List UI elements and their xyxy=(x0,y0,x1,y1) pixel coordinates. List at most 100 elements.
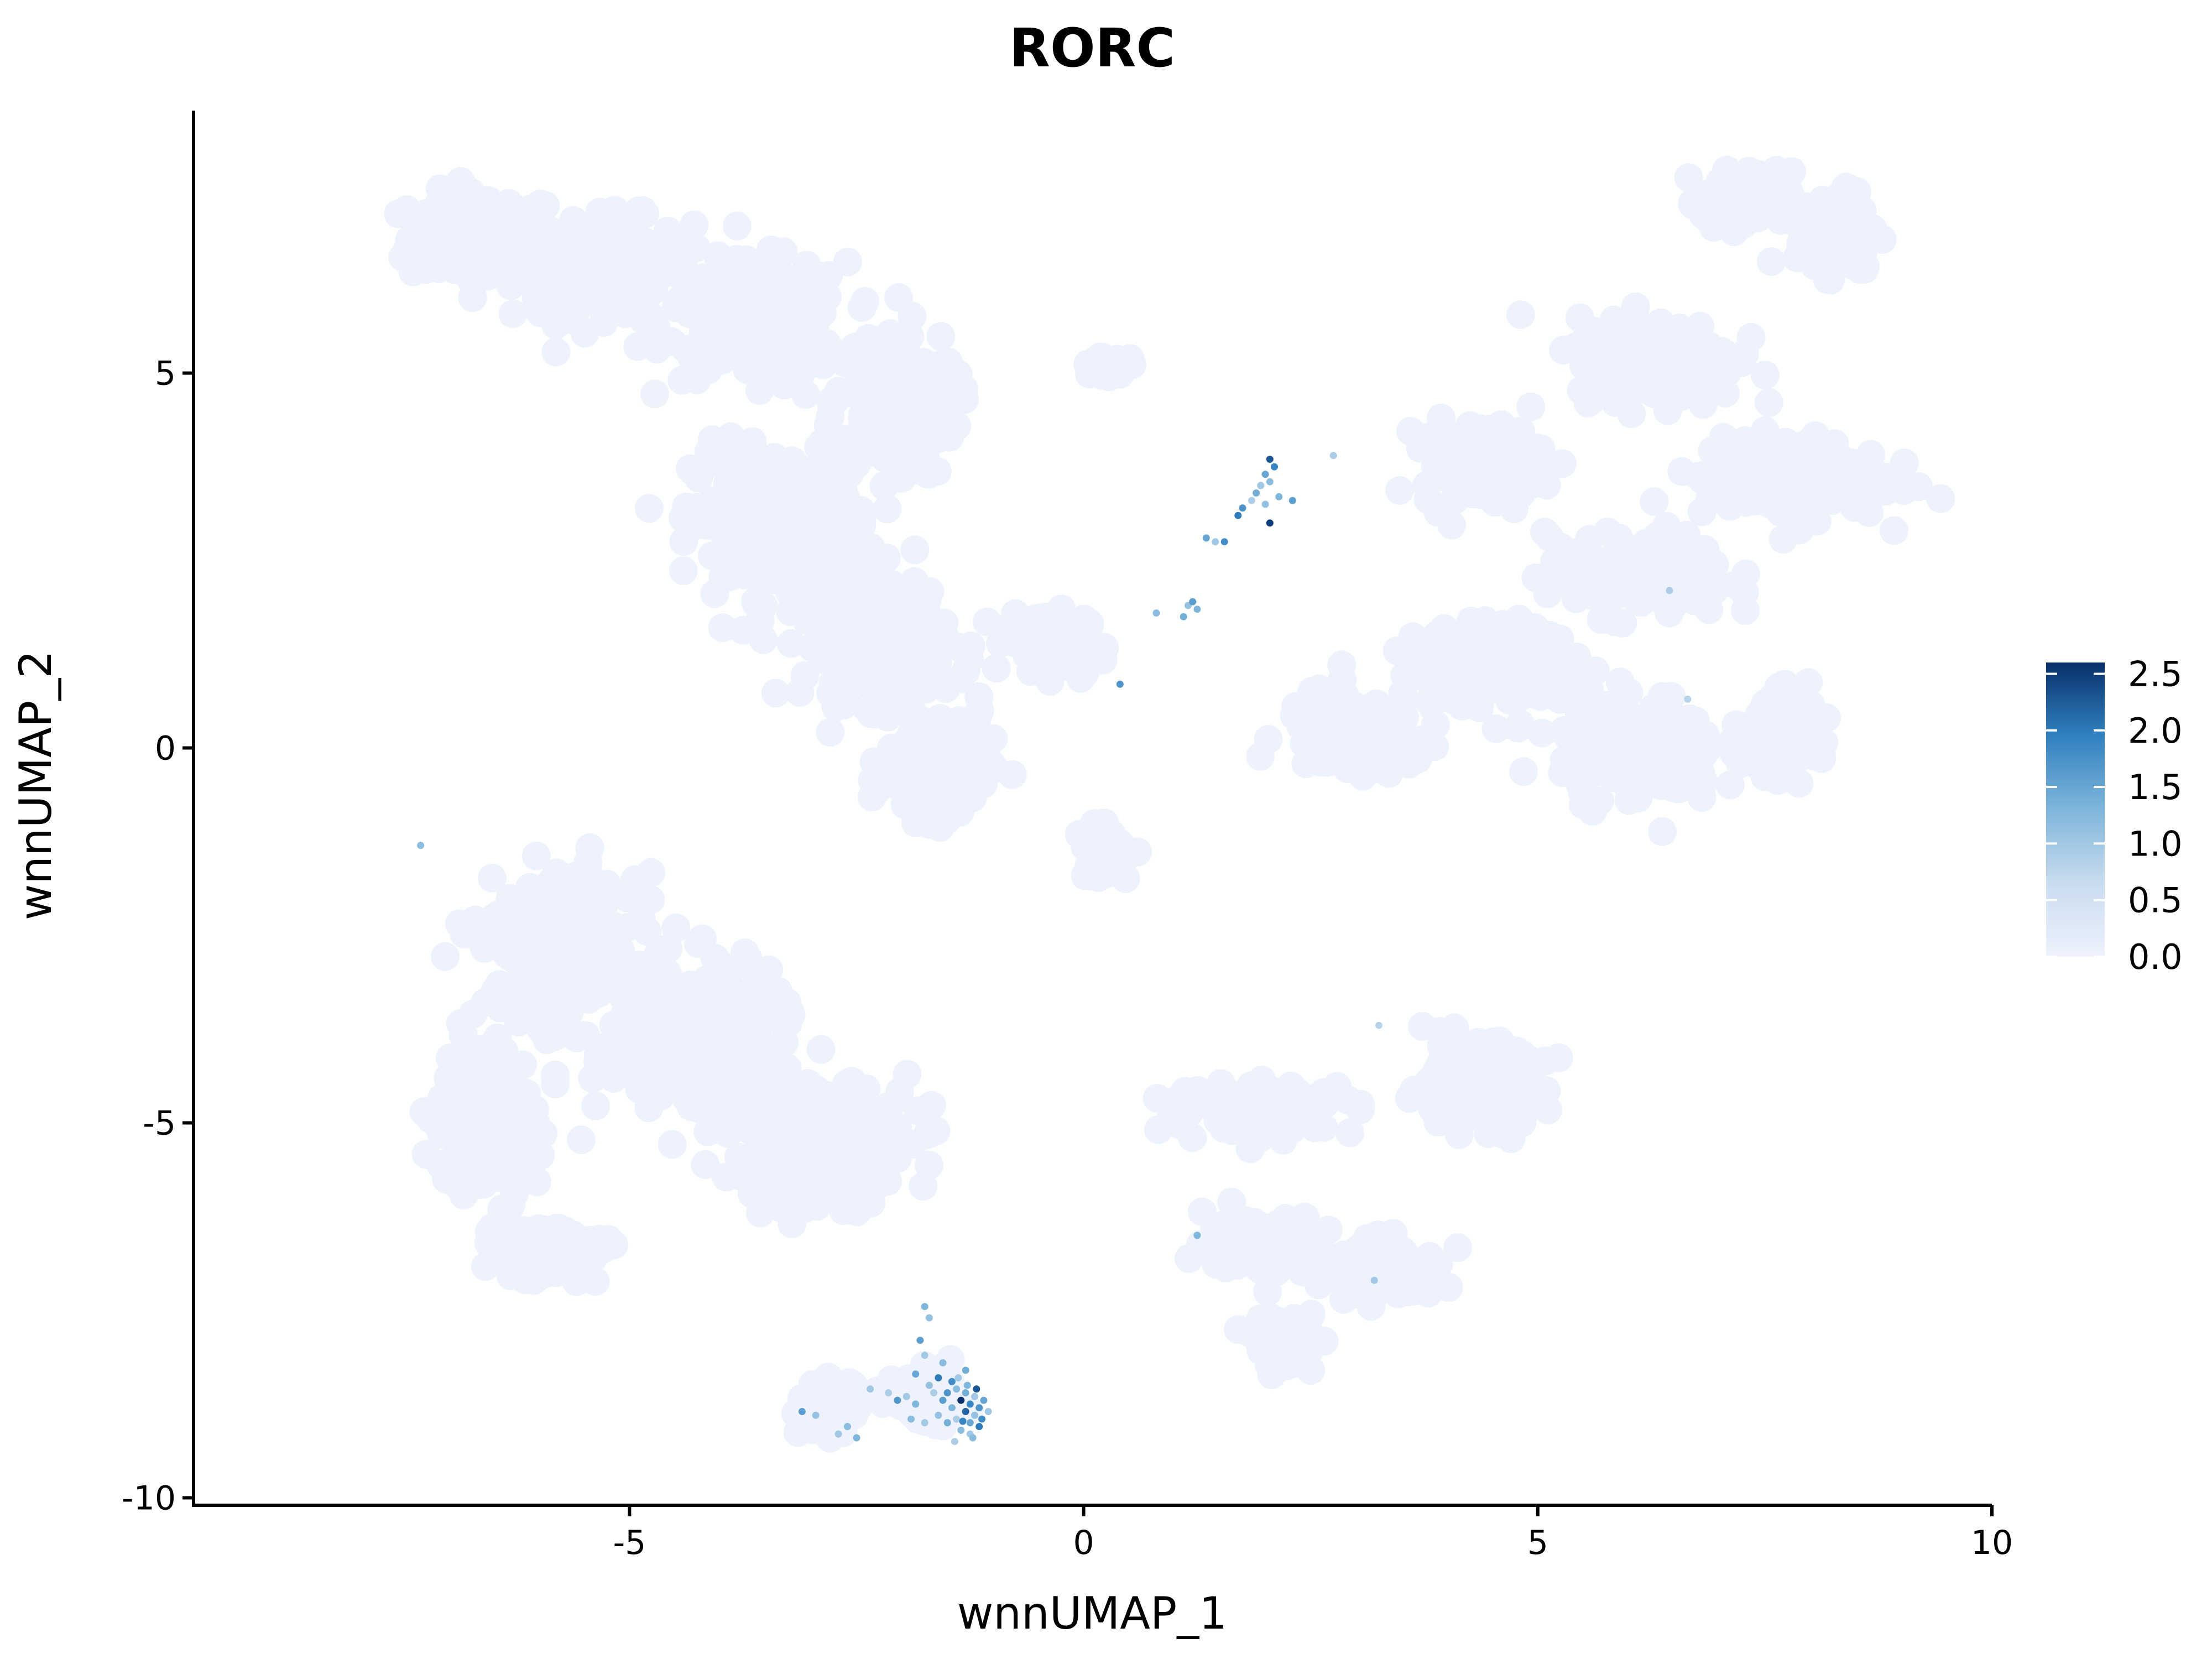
background-cell xyxy=(912,673,941,702)
background-cell xyxy=(1412,471,1442,500)
background-cell xyxy=(575,833,604,862)
background-cell xyxy=(887,463,916,493)
background-cell xyxy=(1665,314,1694,342)
background-cell xyxy=(814,1181,843,1210)
background-cell xyxy=(654,934,683,963)
background-cell xyxy=(1756,247,1786,276)
background-cell xyxy=(1824,481,1854,509)
background-cell xyxy=(514,1248,544,1277)
background-cell xyxy=(843,509,872,539)
background-cell xyxy=(1415,1241,1444,1271)
background-cell xyxy=(594,1225,623,1254)
background-cell xyxy=(877,570,906,599)
background-cell xyxy=(1693,331,1723,360)
background-cell xyxy=(1762,462,1792,491)
background-cell xyxy=(764,459,794,488)
background-cell xyxy=(847,293,877,322)
background-cell xyxy=(1646,716,1676,745)
background-cell xyxy=(1681,566,1710,595)
background-cell xyxy=(877,1365,906,1395)
background-cell xyxy=(1173,1099,1202,1128)
background-cell xyxy=(1652,512,1681,541)
background-cell xyxy=(1257,1076,1286,1105)
background-cell xyxy=(1600,607,1629,637)
background-cell xyxy=(724,262,754,291)
background-cell xyxy=(687,924,717,953)
background-cell xyxy=(770,1027,799,1057)
background-cell xyxy=(810,1107,839,1136)
background-cell xyxy=(1298,1084,1328,1114)
background-cell xyxy=(735,510,765,540)
background-cell xyxy=(1648,347,1677,377)
background-cell xyxy=(425,174,455,204)
background-cell xyxy=(726,314,755,343)
cell-cluster xyxy=(729,531,985,747)
cell-cluster xyxy=(973,594,1119,696)
background-cell xyxy=(973,607,1002,637)
background-cell xyxy=(761,679,790,708)
background-cell xyxy=(707,1096,736,1125)
background-cell xyxy=(1368,1271,1397,1300)
background-cell xyxy=(1640,487,1669,516)
background-cell xyxy=(657,327,686,356)
background-cell xyxy=(766,339,795,368)
background-cell xyxy=(1407,726,1436,755)
background-cell xyxy=(1678,755,1707,785)
background-cell xyxy=(622,1053,651,1082)
background-cell xyxy=(1253,1277,1282,1306)
background-cell xyxy=(504,1089,533,1118)
background-cell xyxy=(1509,757,1538,786)
background-cell xyxy=(1627,315,1656,344)
cell-cluster xyxy=(1073,342,1147,392)
background-cell xyxy=(411,1140,441,1169)
background-cell xyxy=(1636,750,1666,779)
background-cell xyxy=(1506,300,1535,329)
background-cell xyxy=(1731,596,1760,625)
background-cell xyxy=(1542,674,1572,703)
background-cell xyxy=(1511,664,1541,693)
background-cell xyxy=(775,529,804,558)
background-cell xyxy=(1609,568,1638,597)
background-cell xyxy=(857,782,886,812)
background-cell xyxy=(1621,292,1650,321)
background-cell xyxy=(942,632,972,661)
background-cell xyxy=(766,1173,796,1202)
background-cell xyxy=(931,414,960,444)
background-cell xyxy=(767,1001,796,1031)
background-cell xyxy=(873,494,902,524)
background-cell xyxy=(541,337,571,367)
background-cell xyxy=(1506,479,1536,509)
background-cell xyxy=(906,405,936,435)
chart-title: RORC xyxy=(1009,17,1175,79)
background-cell xyxy=(703,241,733,270)
background-cell xyxy=(498,299,528,328)
background-cell xyxy=(1744,752,1773,780)
background-cell xyxy=(766,552,796,581)
background-cell xyxy=(1926,484,1955,513)
background-cell xyxy=(900,535,930,565)
background-cell xyxy=(737,1179,766,1208)
background-cell xyxy=(808,299,837,328)
background-cell xyxy=(1607,340,1636,369)
background-cell xyxy=(515,873,544,902)
background-cell xyxy=(583,267,613,296)
background-cell xyxy=(1496,1124,1526,1154)
background-cell xyxy=(611,299,640,328)
background-cell xyxy=(1066,664,1095,693)
background-cell xyxy=(1034,638,1063,667)
background-cell xyxy=(489,1036,519,1066)
background-cell xyxy=(1437,510,1467,540)
background-cell xyxy=(1714,185,1743,214)
background-cell xyxy=(778,1209,807,1238)
background-cell xyxy=(1741,199,1771,228)
background-cell xyxy=(919,790,948,820)
background-cell xyxy=(554,918,583,947)
background-cell xyxy=(509,909,539,938)
background-cell xyxy=(409,1097,439,1126)
background-cell xyxy=(942,758,971,786)
background-cell xyxy=(1595,361,1624,390)
background-cell xyxy=(698,278,727,307)
background-cell xyxy=(1562,643,1592,671)
background-cell xyxy=(1630,535,1660,564)
